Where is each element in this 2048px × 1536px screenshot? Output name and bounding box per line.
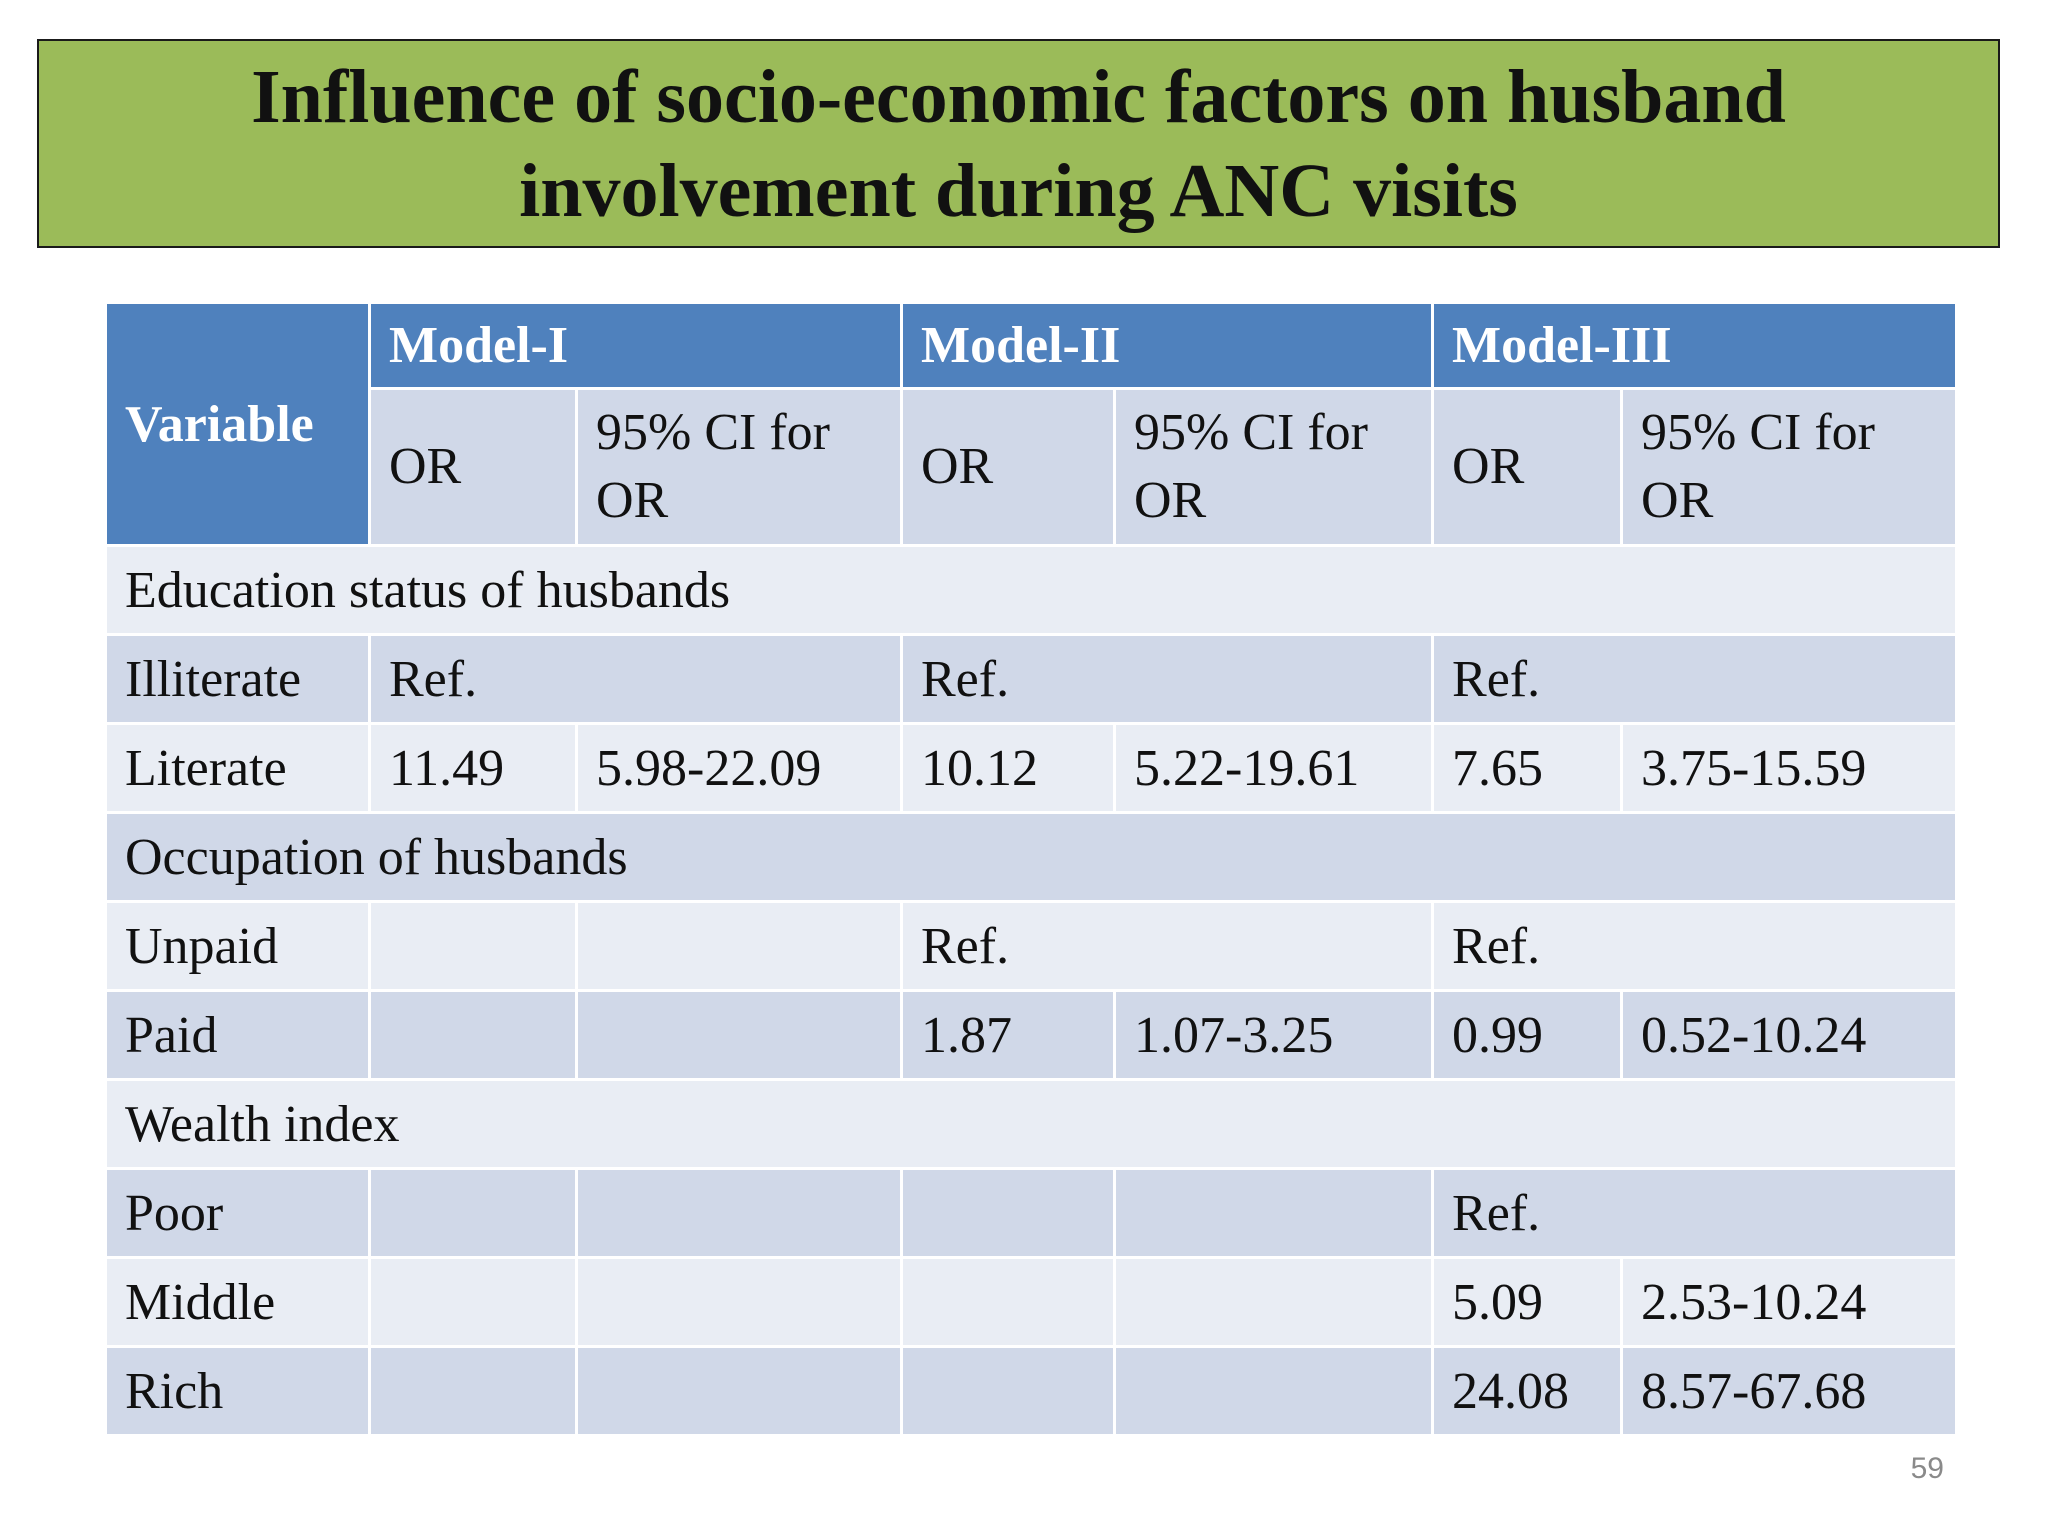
model-1-ci-cell: [575, 900, 903, 992]
model-2-ci-cell: [1112, 1167, 1435, 1259]
section-row-occupation: Occupation of husbands: [103, 811, 1959, 903]
table-row-literate: Literate 11.49 5.98-22.09 10.12 5.22-19.…: [104, 722, 1959, 814]
model-2-or-cell: Ref.: [899, 900, 1435, 992]
model-1-ci-cell: [575, 1167, 903, 1259]
variable-header: Variable: [104, 301, 371, 547]
slide-title: Influence of socio-economic factors on h…: [251, 54, 1786, 233]
model-1-ci-cell: [575, 1256, 903, 1348]
title-banner: Influence of socio-economic factors on h…: [37, 39, 2000, 248]
model-3-header: Model-III: [1431, 301, 1959, 390]
row-label: Paid: [104, 989, 371, 1081]
table-row-unpaid: Unpaid Ref. Ref.: [104, 900, 1959, 992]
model-3-or-cell: 0.99: [1431, 989, 1624, 1081]
model-3-or-cell: 5.09: [1431, 1256, 1624, 1348]
model-3-ci-header: 95% CI for OR: [1620, 387, 1959, 547]
row-label: Literate: [104, 722, 371, 814]
model-1-or-cell: [368, 989, 578, 1081]
table-row-poor: Poor Ref.: [104, 1167, 1959, 1259]
model-3-ci-cell: 2.53-10.24: [1620, 1256, 1959, 1348]
model-1-ci-cell: [575, 989, 903, 1081]
model-1-or-cell: [368, 900, 578, 992]
model-3-or-cell: Ref.: [1431, 1167, 1959, 1259]
regression-table: Variable Model-I Model-II Model-III OR 9…: [103, 301, 1959, 1437]
model-1-or-cell: [368, 1256, 578, 1348]
row-label: Middle: [104, 1256, 371, 1348]
row-label: Poor: [104, 1167, 371, 1259]
model-1-ci-cell: [575, 1345, 903, 1437]
model-2-ci-cell: 5.22-19.61: [1112, 722, 1435, 814]
model-2-or-cell: [900, 1167, 1116, 1259]
table-row-illiterate: Illiterate Ref. Ref. Ref.: [104, 633, 1959, 725]
model-2-or-header: OR: [900, 387, 1116, 547]
section-row-education: Education status of husbands: [103, 544, 1959, 636]
page-number: 59: [1910, 1452, 1944, 1485]
model-2-ci-cell: 1.07-3.25: [1112, 989, 1435, 1081]
model-1-or-cell: Ref.: [368, 633, 903, 725]
table-row-middle: Middle 5.09 2.53-10.24: [104, 1256, 1959, 1348]
model-1-or-cell: [368, 1345, 578, 1437]
table-row-rich: Rich 24.08 8.57-67.68: [104, 1345, 1959, 1437]
model-2-or-cell: [900, 1256, 1116, 1348]
model-3-ci-cell: 3.75-15.59: [1620, 722, 1959, 814]
row-label: Unpaid: [104, 900, 371, 992]
model-2-or-cell: 10.12: [900, 722, 1116, 814]
section-heading: Occupation of husbands: [103, 811, 1959, 903]
row-label: Illiterate: [104, 633, 371, 725]
section-row-wealth: Wealth index: [103, 1078, 1959, 1170]
model-2-or-cell: 1.87: [900, 989, 1116, 1081]
model-1-ci-header: 95% CI for OR: [575, 387, 903, 547]
model-2-or-cell: Ref.: [899, 633, 1435, 725]
model-2-ci-cell: [1112, 1256, 1435, 1348]
model-3-or-cell: Ref.: [1431, 900, 1959, 992]
model-2-ci-header: 95% CI for OR: [1112, 387, 1435, 547]
model-3-or-cell: 7.65: [1431, 722, 1624, 814]
model-3-or-cell: 24.08: [1431, 1345, 1624, 1437]
table-row-paid: Paid 1.87 1.07-3.25 0.99 0.52-10.24: [104, 989, 1959, 1081]
section-heading: Education status of husbands: [103, 544, 1959, 636]
model-1-or-cell: [368, 1167, 578, 1259]
row-label: Rich: [104, 1345, 371, 1437]
model-2-ci-cell: [1112, 1345, 1435, 1437]
model-3-or-header: OR: [1431, 387, 1624, 547]
model-2-or-cell: [900, 1345, 1116, 1437]
model-1-header: Model-I: [368, 301, 903, 390]
model-3-ci-cell: 0.52-10.24: [1620, 989, 1959, 1081]
model-3-ci-cell: 8.57-67.68: [1620, 1345, 1959, 1437]
model-3-or-cell: Ref.: [1431, 633, 1959, 725]
model-2-header: Model-II: [899, 301, 1435, 390]
model-1-or-cell: 11.49: [368, 722, 578, 814]
section-heading: Wealth index: [103, 1078, 1959, 1170]
model-1-or-header: OR: [368, 387, 578, 547]
model-1-ci-cell: 5.98-22.09: [575, 722, 903, 814]
